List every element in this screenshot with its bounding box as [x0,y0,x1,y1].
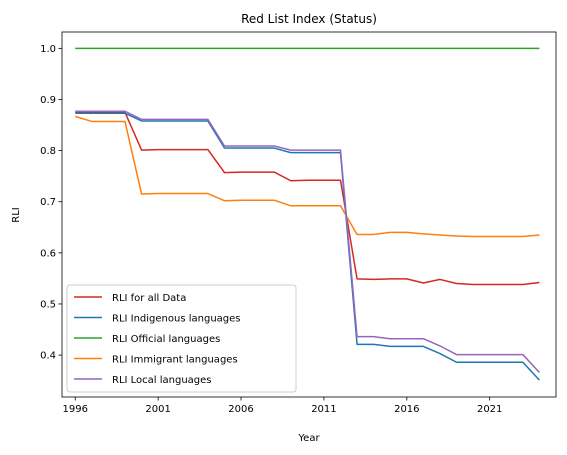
y-tick-label: 0.8 [40,146,56,157]
series-line-0 [75,111,540,286]
y-tick-label: 0.7 [40,197,56,208]
legend: RLI for all Data RLI Indigenous languages… [66,284,297,393]
y-axis-label: RLI [11,207,22,222]
y-tick-label: 0.4 [40,351,56,362]
y-tick-label: 0.5 [40,299,56,310]
series-line-4 [75,110,540,373]
x-tick-label: 2011 [311,404,336,415]
y-tick-label: 0.9 [40,95,56,106]
x-tick-label: 2006 [228,404,253,415]
legend-label-1: RLI Indigenous languages [112,314,241,325]
legend-label-4: RLI Local languages [112,375,212,386]
series-line-1 [75,112,540,381]
x-tick-label: 2016 [394,404,419,415]
legend-label-0: RLI for all Data [112,293,186,304]
x-axis-label: Year [297,433,320,444]
x-tick-label: 1996 [63,404,88,415]
y-tick-label: 0.6 [40,248,56,259]
y-axis: 0.4 0.5 0.6 0.7 0.8 0.9 1.0 [40,44,62,362]
x-tick-label: 2021 [477,404,502,415]
y-tick-label: 1.0 [40,44,56,55]
legend-box [66,284,297,393]
x-axis: 1996 2001 2006 2011 2016 2021 [63,397,502,415]
plot-lines [75,47,540,381]
series-line-3 [75,115,540,238]
legend-label-2: RLI Official languages [112,334,220,345]
plot-frame [61,31,557,398]
x-tick-label: 2001 [145,404,170,415]
chart-title: Red List Index (Status) [241,12,377,26]
legend-label-3: RLI Immigrant languages [112,355,238,366]
